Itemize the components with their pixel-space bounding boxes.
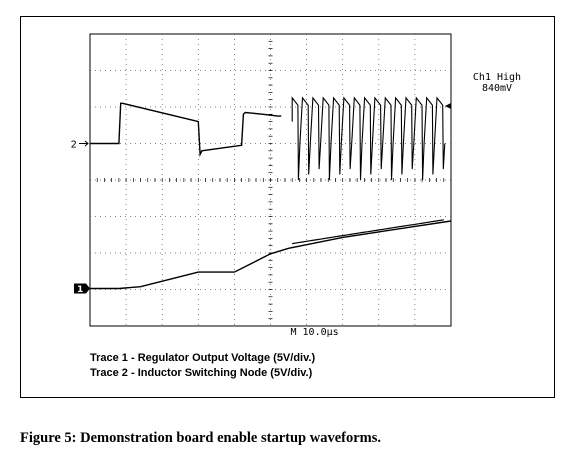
trace-2-line [90,102,282,158]
legend-trace-2: Trace 2 - Inductor Switching Node (5V/di… [90,367,313,379]
trace-2-switching-burst [291,96,446,181]
legend-trace-1: Trace 1 - Regulator Output Voltage (5V/d… [90,352,316,364]
figure-caption: Figure 5: Demonstration board enable sta… [20,430,381,446]
trace-1-ripple [292,219,444,245]
trace-2-marker: 2 [71,140,77,151]
timebase-label: M 10.0µs [291,327,339,338]
trigger-label: Ch1 High [472,72,522,83]
trigger-level-arrow [445,103,451,109]
trigger-value: 840mV [481,83,513,94]
trace-1-marker: 1 [77,285,83,295]
trace-1-marker-tag [74,283,90,294]
trace-2-marker-arrow [79,140,89,147]
figure-frame [20,16,555,398]
trace-1-line [90,220,452,290]
